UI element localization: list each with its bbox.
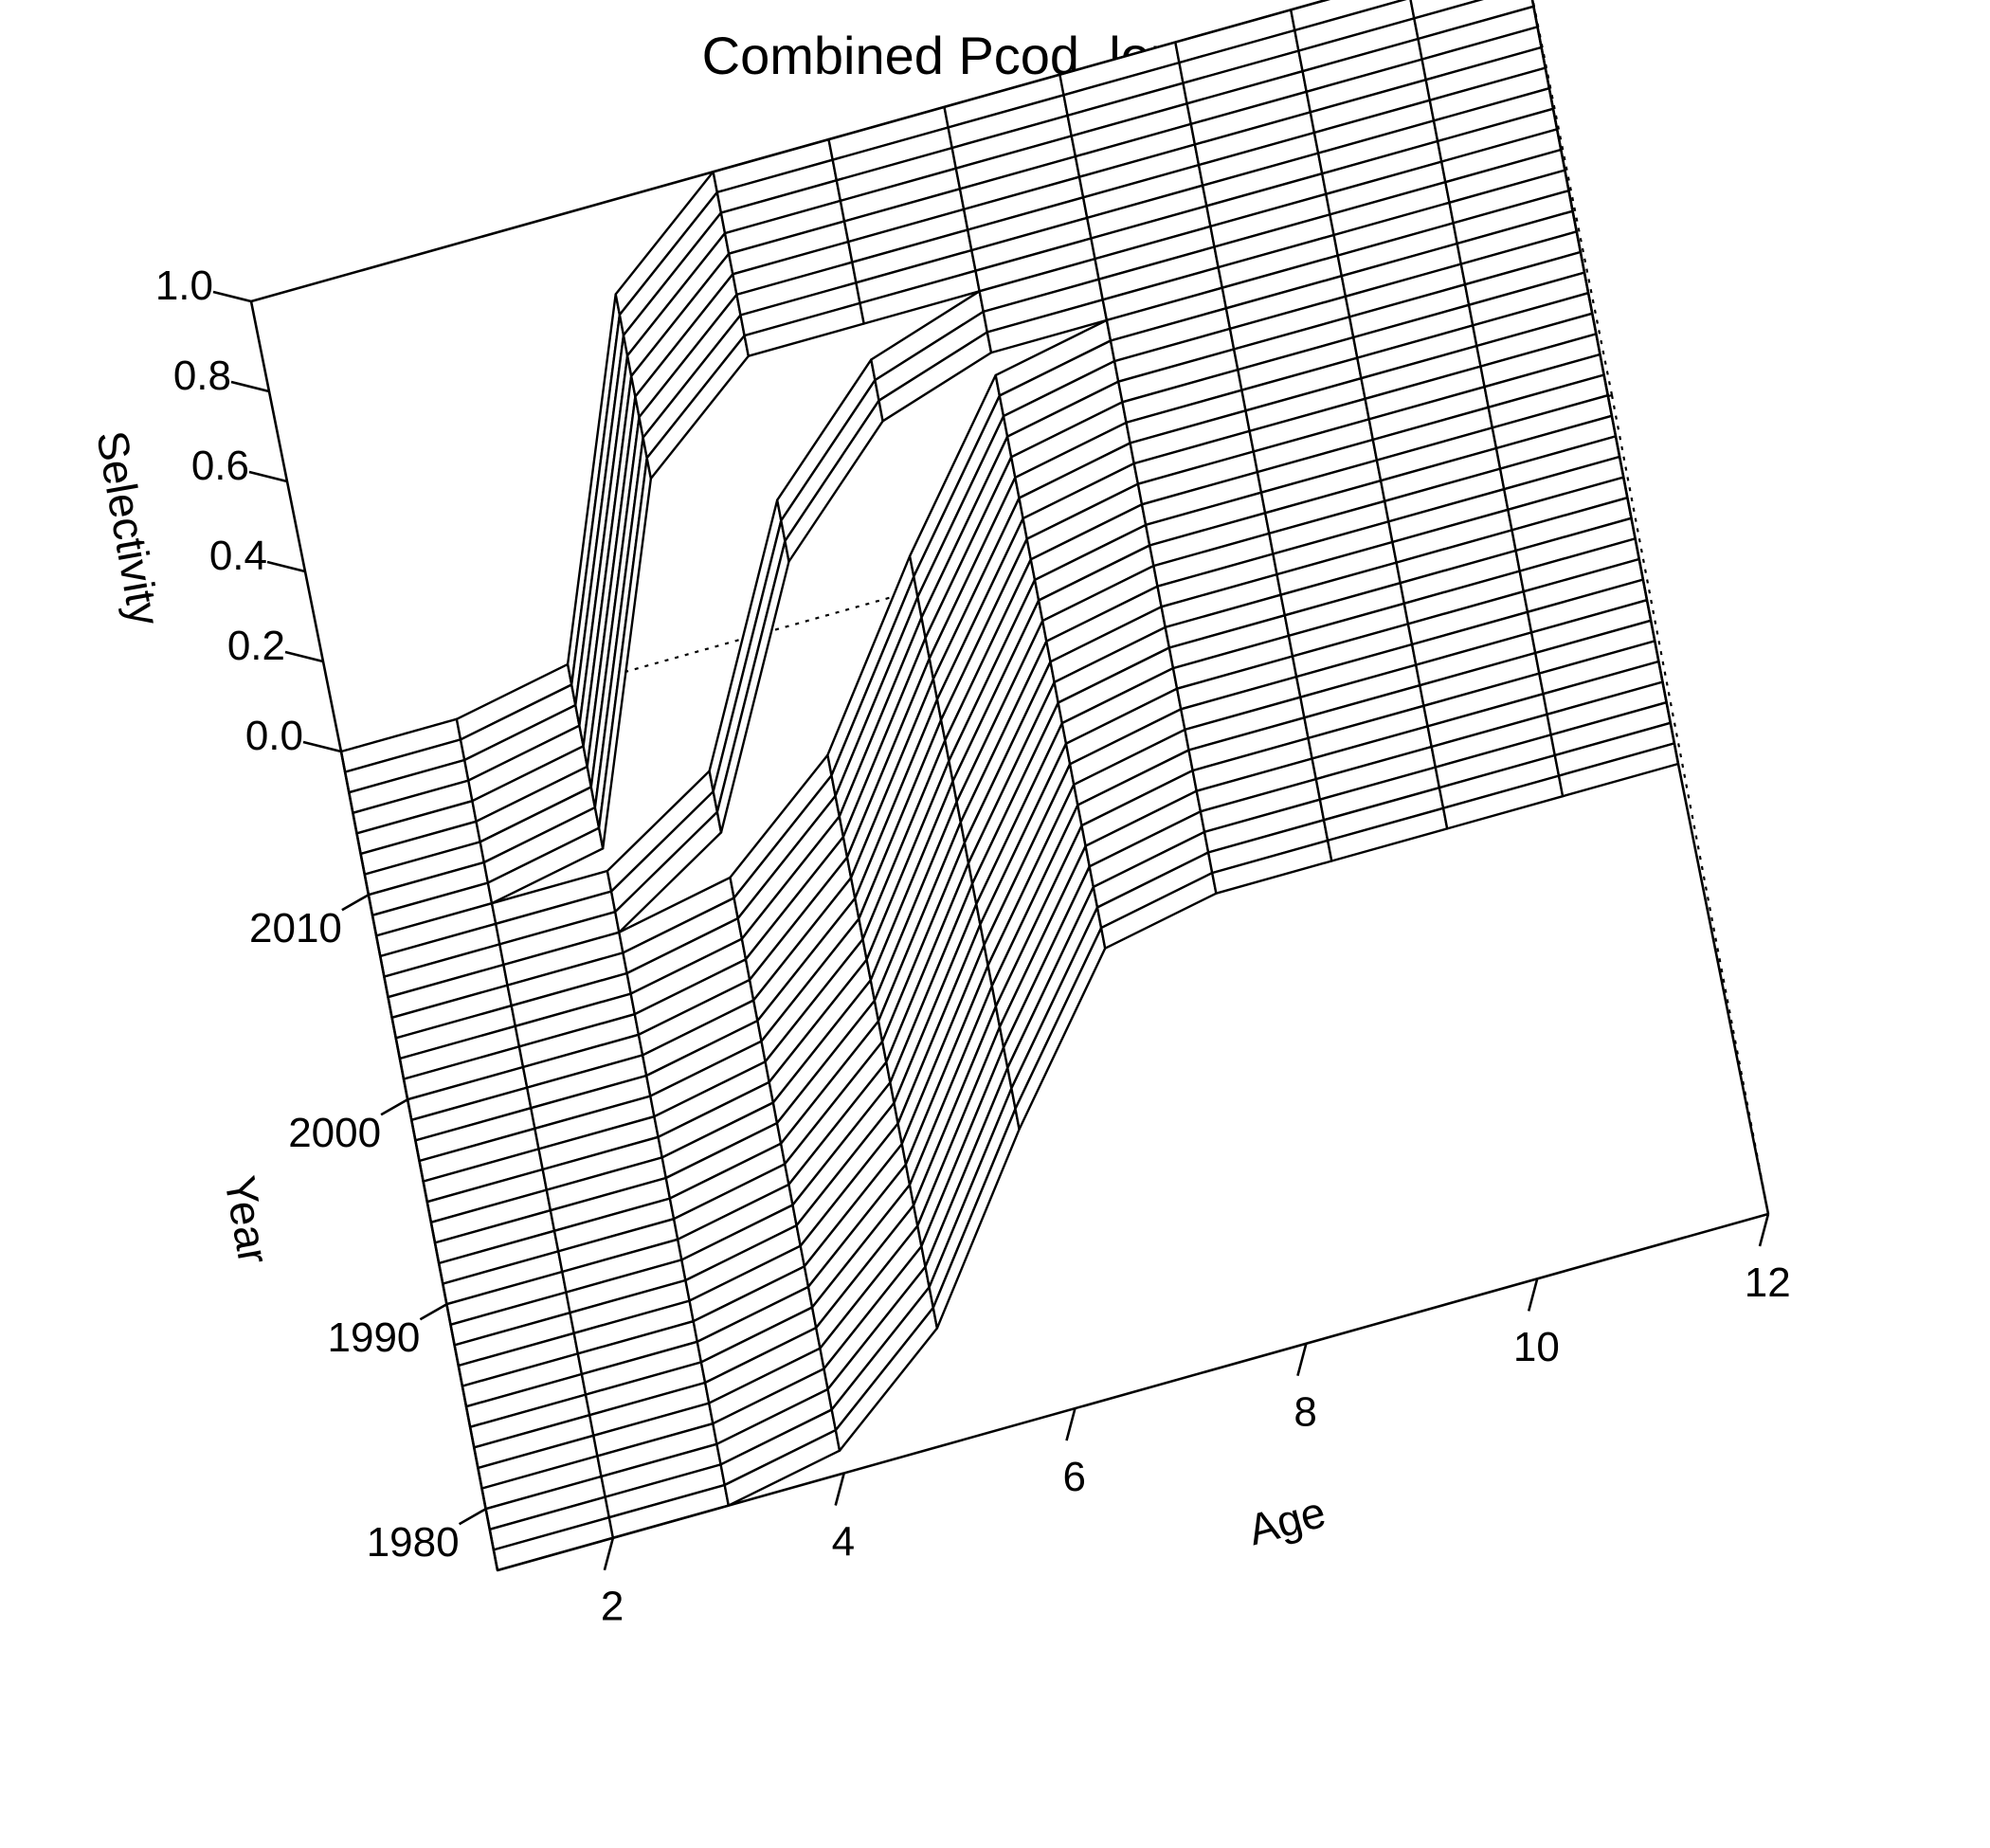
surface-cell bbox=[780, 378, 880, 543]
y-tick bbox=[341, 894, 370, 912]
surface-cell bbox=[712, 519, 787, 813]
bounding-box bbox=[249, 0, 1770, 1572]
box-edge-left-vertical bbox=[249, 300, 343, 752]
y-tick-label: 1980 bbox=[367, 1519, 460, 1566]
x-axis-label: Age bbox=[1243, 1487, 1331, 1554]
x-tick-label: 2 bbox=[601, 1584, 624, 1630]
x-tick-label: 10 bbox=[1513, 1324, 1560, 1370]
box-edge-left-bottom bbox=[339, 751, 499, 1571]
x-tick bbox=[1296, 1343, 1308, 1377]
z-tick-label: 0.2 bbox=[227, 623, 285, 669]
z-tick-label: 0.0 bbox=[245, 713, 303, 759]
x-tick bbox=[603, 1537, 615, 1571]
year-axis: 1980 1990 2000 2010 bbox=[249, 894, 487, 1566]
age-axis: 2 4 6 8 10 12 bbox=[601, 1213, 1791, 1630]
x-tick-label: 6 bbox=[1062, 1454, 1085, 1500]
y-tick bbox=[380, 1098, 408, 1116]
y-tick bbox=[419, 1303, 448, 1321]
x-tick bbox=[1065, 1407, 1076, 1441]
box-edge-right-vertical bbox=[1676, 763, 1770, 1215]
z-axis-label: Selectivity bbox=[87, 427, 170, 629]
z-tick bbox=[212, 290, 252, 303]
surface-mesh bbox=[339, 0, 1680, 1572]
y-tick-label: 2010 bbox=[249, 905, 342, 951]
x-tick-label: 4 bbox=[832, 1518, 855, 1565]
y-tick-label: 1990 bbox=[328, 1314, 421, 1361]
z-tick bbox=[230, 380, 270, 393]
x-tick bbox=[834, 1473, 845, 1506]
x-tick-label: 12 bbox=[1745, 1259, 1791, 1306]
z-tick bbox=[248, 470, 288, 483]
x-tick bbox=[1758, 1213, 1770, 1247]
surface-cell bbox=[715, 539, 790, 834]
z-tick bbox=[302, 740, 342, 753]
z-tick-label: 0.4 bbox=[209, 533, 267, 579]
box-edge-top-back bbox=[250, 0, 1330, 303]
box-edge-front-bottom bbox=[497, 1212, 1769, 1572]
selectivity-axis: 0.0 0.2 0.4 0.6 0.8 1.0 bbox=[155, 263, 342, 759]
x-tick bbox=[1527, 1278, 1539, 1312]
y-axis-label: Year bbox=[215, 1172, 279, 1268]
z-tick bbox=[284, 650, 324, 663]
z-tick-label: 0.8 bbox=[173, 353, 231, 399]
back-edge-vertical bbox=[1531, 0, 1614, 396]
back-edge-right bbox=[1610, 394, 1770, 1215]
box-edge-top-right bbox=[1530, 0, 1680, 765]
x-tick-label: 8 bbox=[1294, 1389, 1316, 1436]
y-tick-label: 2000 bbox=[288, 1110, 381, 1156]
y-tick bbox=[458, 1508, 487, 1526]
z-tick bbox=[266, 560, 306, 573]
surface-cell bbox=[708, 498, 783, 793]
z-tick-label: 0.6 bbox=[191, 443, 249, 489]
z-tick-label: 1.0 bbox=[155, 263, 213, 309]
